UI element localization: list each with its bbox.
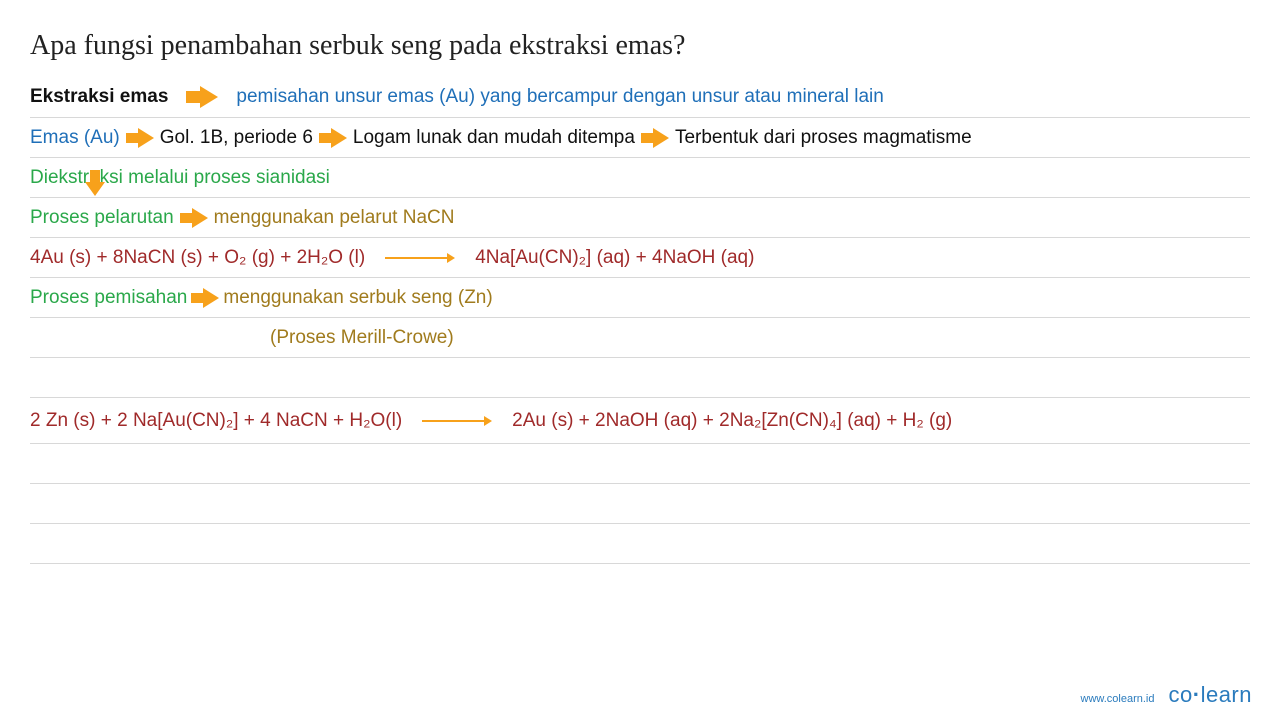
- label-ekstraksi: Ekstraksi emas: [30, 86, 168, 108]
- eq2-rhs: 2Au (s) + 2NaOH (aq) + 2Na₂[Zn(CN)₄] (aq…: [512, 410, 952, 432]
- label-pelarutan: Proses pelarutan: [30, 207, 174, 229]
- row-equation-1: 4Au (s) + 8NaCN (s) + O₂ (g) + 2H₂O (l) …: [30, 238, 1250, 278]
- text-serbuk-seng: menggunakan serbuk seng (Zn): [223, 287, 492, 309]
- logo-dot: ·: [1193, 682, 1201, 707]
- text-golongan: Gol. 1B, periode 6: [160, 127, 313, 149]
- text-emas-au: Emas (Au): [30, 127, 120, 149]
- logo-learn: learn: [1201, 682, 1252, 707]
- slide: Apa fungsi penambahan serbuk seng pada e…: [0, 0, 1280, 564]
- row-pelarutan: Proses pelarutan menggunakan pelarut NaC…: [30, 198, 1250, 238]
- arrow-right-icon: [186, 86, 218, 108]
- row-sianidasi: Diekstraksi melalui proses sianidasi: [30, 158, 1250, 198]
- eq1-rhs: 4Na[Au(CN)₂] (aq) + 4NaOH (aq): [475, 247, 754, 269]
- row-equation-2: 2 Zn (s) + 2 Na[Au(CN)₂] + 4 NaCN + H₂O(…: [30, 398, 1250, 444]
- text-sianidasi: Diekstraksi melalui proses sianidasi: [30, 167, 330, 189]
- text-pelarut-nacn: menggunakan pelarut NaCN: [214, 207, 455, 229]
- arrow-right-icon: [319, 128, 347, 148]
- reaction-arrow-icon: [422, 414, 492, 428]
- text-logam-lunak: Logam lunak dan mudah ditempa: [353, 127, 635, 149]
- empty-row: [30, 484, 1250, 524]
- reaction-arrow-icon: [385, 251, 455, 265]
- row-merill-crowe: (Proses Merill-Crowe): [30, 318, 1250, 358]
- empty-row: [30, 524, 1250, 564]
- text-merill-crowe: (Proses Merill-Crowe): [270, 327, 454, 349]
- footer: www.colearn.id co·learn: [1081, 682, 1252, 708]
- footer-logo: co·learn: [1169, 682, 1253, 708]
- eq1-lhs: 4Au (s) + 8NaCN (s) + O₂ (g) + 2H₂O (l): [30, 247, 365, 269]
- empty-row: [30, 358, 1250, 398]
- row-ekstraksi: Ekstraksi emas pemisahan unsur emas (Au)…: [30, 76, 1250, 118]
- arrow-right-icon: [180, 208, 208, 228]
- footer-url: www.colearn.id: [1081, 693, 1155, 705]
- label-pemisahan: Proses pemisahan: [30, 287, 187, 309]
- page-title: Apa fungsi penambahan serbuk seng pada e…: [30, 30, 1250, 62]
- equation-1: 4Au (s) + 8NaCN (s) + O₂ (g) + 2H₂O (l) …: [30, 247, 754, 269]
- desc-ekstraksi: pemisahan unsur emas (Au) yang bercampur…: [236, 86, 883, 108]
- empty-row: [30, 444, 1250, 484]
- arrow-right-icon: [191, 288, 219, 308]
- equation-2: 2 Zn (s) + 2 Na[Au(CN)₂] + 4 NaCN + H₂O(…: [30, 410, 952, 432]
- arrow-right-icon: [641, 128, 669, 148]
- row-pemisahan: Proses pemisahan menggunakan serbuk seng…: [30, 278, 1250, 318]
- row-emas-props: Emas (Au) Gol. 1B, periode 6 Logam lunak…: [30, 118, 1250, 158]
- arrow-down-icon: [85, 170, 105, 201]
- arrow-right-icon: [126, 128, 154, 148]
- logo-co: co: [1169, 682, 1193, 707]
- eq2-lhs: 2 Zn (s) + 2 Na[Au(CN)₂] + 4 NaCN + H₂O(…: [30, 410, 402, 432]
- text-magmatisme: Terbentuk dari proses magmatisme: [675, 127, 972, 149]
